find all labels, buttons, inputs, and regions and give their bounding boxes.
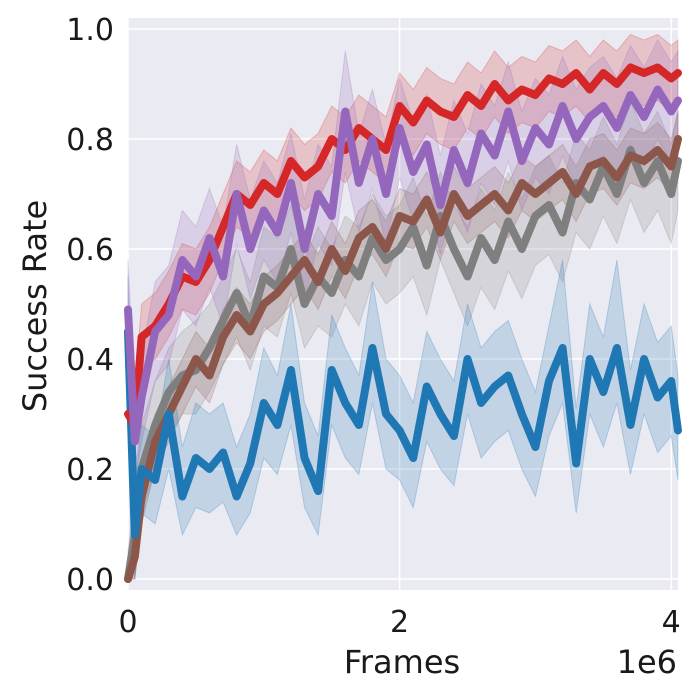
x-axis-offset-label: 1e6 [617, 643, 677, 681]
series-3-line [124, 63, 682, 429]
series-1-line [124, 135, 682, 583]
series-0-line [124, 146, 682, 583]
y-axis-label: Success Rate [16, 200, 54, 412]
series-2-confidence-band [127, 259, 679, 580]
y-tick-label: 0.2 [66, 453, 114, 488]
series-2-line [124, 327, 682, 539]
series-4-line [124, 85, 682, 446]
series-lines [124, 63, 682, 583]
y-tick-label: 0.6 [66, 233, 114, 268]
y-tick-label: 0.8 [66, 123, 114, 158]
x-tick-label: 2 [390, 605, 409, 640]
x-axis-label: Frames [344, 643, 460, 681]
x-tick-label: 0 [118, 605, 137, 640]
x-tick-label: 4 [662, 605, 681, 640]
y-tick-label: 1.0 [66, 13, 114, 48]
tick-labels: 0.0 0.2 0.4 0.6 0.8 1.0 0 2 4 [66, 13, 680, 640]
y-tick-label: 0.0 [66, 563, 114, 598]
y-tick-label: 0.4 [66, 343, 114, 378]
series-0-confidence-band [127, 99, 679, 580]
